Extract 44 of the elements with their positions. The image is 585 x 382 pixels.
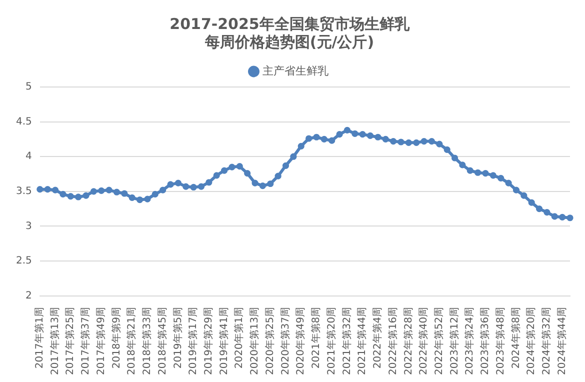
x-tick-label: 2024年第20周 <box>525 306 538 376</box>
x-tick-label: 2022年第52周 <box>432 306 445 376</box>
x-tick-label: 2023年第48周 <box>494 306 506 376</box>
y-tick-label: 3.5 <box>16 186 32 198</box>
y-tick-label: 4.5 <box>16 116 32 128</box>
x-tick-label: 2020年第1周 <box>233 306 246 369</box>
x-tick-label: 2023年第24周 <box>464 306 476 376</box>
x-tick-label: 2021年第32周 <box>340 306 353 376</box>
y-tick-label: 3 <box>26 220 32 232</box>
x-tick-label: 2020年第25周 <box>264 306 276 376</box>
x-tick-label: 2019年第5周 <box>172 306 184 369</box>
x-tick-label: 2018年第21周 <box>126 306 138 376</box>
x-tick-label: 2017年第1周 <box>33 306 46 369</box>
y-tick-label: 5 <box>26 82 32 93</box>
x-tick-label: 2020年第37周 <box>279 306 292 376</box>
y-tick-label: 2 <box>26 290 32 302</box>
x-tick-label: 2017年第37周 <box>80 306 92 376</box>
x-tick-label: 2017年第13周 <box>48 306 61 376</box>
x-tick-label: 2024年第32周 <box>540 306 553 376</box>
y-tick-label: 4 <box>26 151 32 162</box>
x-tick-label: 2021年第44周 <box>356 306 368 376</box>
x-tick-label: 2023年第12周 <box>448 306 460 376</box>
x-tick-label: 2018年第33周 <box>141 306 154 376</box>
chart-title: 2017-2025年全国集贸市场生鲜乳每周价格趋势图(元/公斤) <box>170 14 410 51</box>
x-tick-label: 2022年第4周 <box>372 306 384 369</box>
x-tick-label: 2020年第49周 <box>294 306 307 376</box>
x-tick-label: 2017年第25周 <box>64 306 76 376</box>
x-tick-label: 2022年第28周 <box>402 306 414 376</box>
x-tick-label: 2017年第49周 <box>94 306 107 376</box>
x-tick-label: 2024年第44周 <box>556 306 568 376</box>
x-tick-label: 2021年第20周 <box>325 306 338 376</box>
x-tick-label: 2024年第8周 <box>510 306 522 369</box>
x-tick-label: 2022年第16周 <box>386 306 399 376</box>
y-tick-label: 2.5 <box>16 256 32 267</box>
x-tick-label: 2023年第36周 <box>479 306 492 376</box>
x-tick-label: 2022年第40周 <box>418 306 430 376</box>
x-tick-label: 2018年第45周 <box>156 306 168 376</box>
x-tick-label: 2020年第13周 <box>248 306 261 376</box>
x-tick-label: 2018年第9周 <box>110 306 122 369</box>
x-tick-label: 2019年第29周 <box>202 306 215 376</box>
legend-label: 主产省生鲜乳 <box>262 64 328 78</box>
x-tick-label: 2021年第8周 <box>310 306 322 369</box>
x-tick-label: 2019年第17周 <box>187 306 200 376</box>
x-tick-label: 2019年第41周 <box>218 306 230 376</box>
